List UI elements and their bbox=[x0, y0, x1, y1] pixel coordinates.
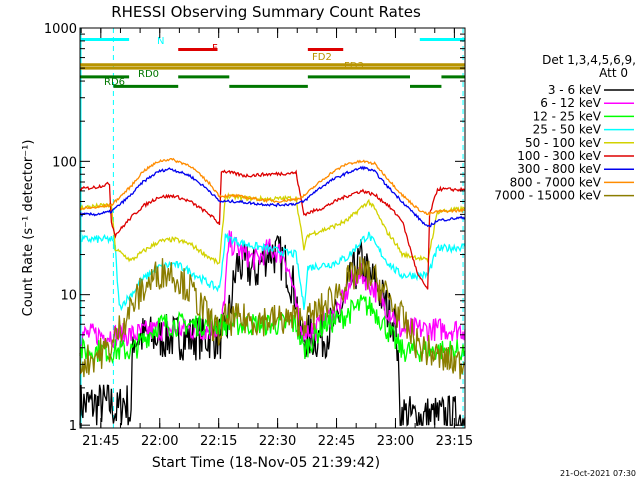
series-line-4 bbox=[79, 231, 466, 312]
legend-label: 25 - 50 keV bbox=[533, 123, 602, 137]
state-bar-label: F bbox=[212, 43, 218, 54]
legend-label: 300 - 800 keV bbox=[517, 162, 601, 176]
state-bar-label: N bbox=[157, 36, 164, 47]
legend-header-line: Att 0 bbox=[599, 66, 628, 80]
series-line-7 bbox=[79, 165, 466, 228]
legend-label: 800 - 7000 keV bbox=[510, 175, 602, 189]
series-line-2 bbox=[79, 230, 466, 349]
legend-label: 12 - 25 keV bbox=[533, 109, 602, 123]
state-bar-label: FD3 bbox=[344, 61, 364, 72]
y-tick-label: 1 bbox=[69, 419, 77, 434]
x-tick-label: 22:00 bbox=[141, 434, 178, 449]
series-line-9 bbox=[79, 256, 466, 380]
legend-label: 6 - 12 keV bbox=[540, 96, 602, 110]
series-line-1 bbox=[79, 235, 466, 427]
x-tick-label: 23:00 bbox=[377, 434, 414, 449]
x-tick-label: 22:15 bbox=[200, 434, 237, 449]
legend-header-line: Det 1,3,4,5,6,9, bbox=[542, 53, 636, 67]
y-tick-label: 1000 bbox=[44, 22, 77, 37]
x-tick-label: 22:30 bbox=[259, 434, 296, 449]
chart-title: RHESSI Observing Summary Count Rates bbox=[111, 3, 421, 21]
legend-label: 7000 - 15000 keV bbox=[494, 189, 601, 203]
y-axis-label: Count Rate (s⁻¹ detector⁻¹) bbox=[21, 140, 36, 317]
series-line-8 bbox=[79, 157, 465, 217]
plot-region: N F FD2 FD3 RD0 RD6 1 10 100 1000 21:45 22:00 22:15 2… bbox=[44, 22, 473, 449]
x-tick-label: 21:45 bbox=[82, 434, 119, 449]
state-bar-label: RD0 bbox=[138, 69, 159, 80]
state-bar-label: RD6 bbox=[104, 77, 125, 88]
x-axis-label: Start Time (18-Nov-05 21:39:42) bbox=[152, 455, 380, 471]
x-tick-label: 23:15 bbox=[436, 434, 473, 449]
y-tick-label: 100 bbox=[52, 155, 77, 170]
footer-timestamp: 21-Oct-2021 07:30 bbox=[560, 469, 636, 478]
legend-label: 3 - 6 keV bbox=[548, 83, 602, 97]
series-line-3 bbox=[79, 294, 466, 365]
series-line-6 bbox=[79, 169, 466, 290]
legend-label: 100 - 300 keV bbox=[517, 149, 601, 163]
y-tick-label: 10 bbox=[60, 289, 77, 304]
legend-label: 50 - 100 keV bbox=[525, 136, 602, 150]
plot-frame bbox=[79, 27, 466, 429]
x-tick-label: 22:45 bbox=[318, 434, 355, 449]
state-bar-label: FD2 bbox=[312, 52, 332, 63]
